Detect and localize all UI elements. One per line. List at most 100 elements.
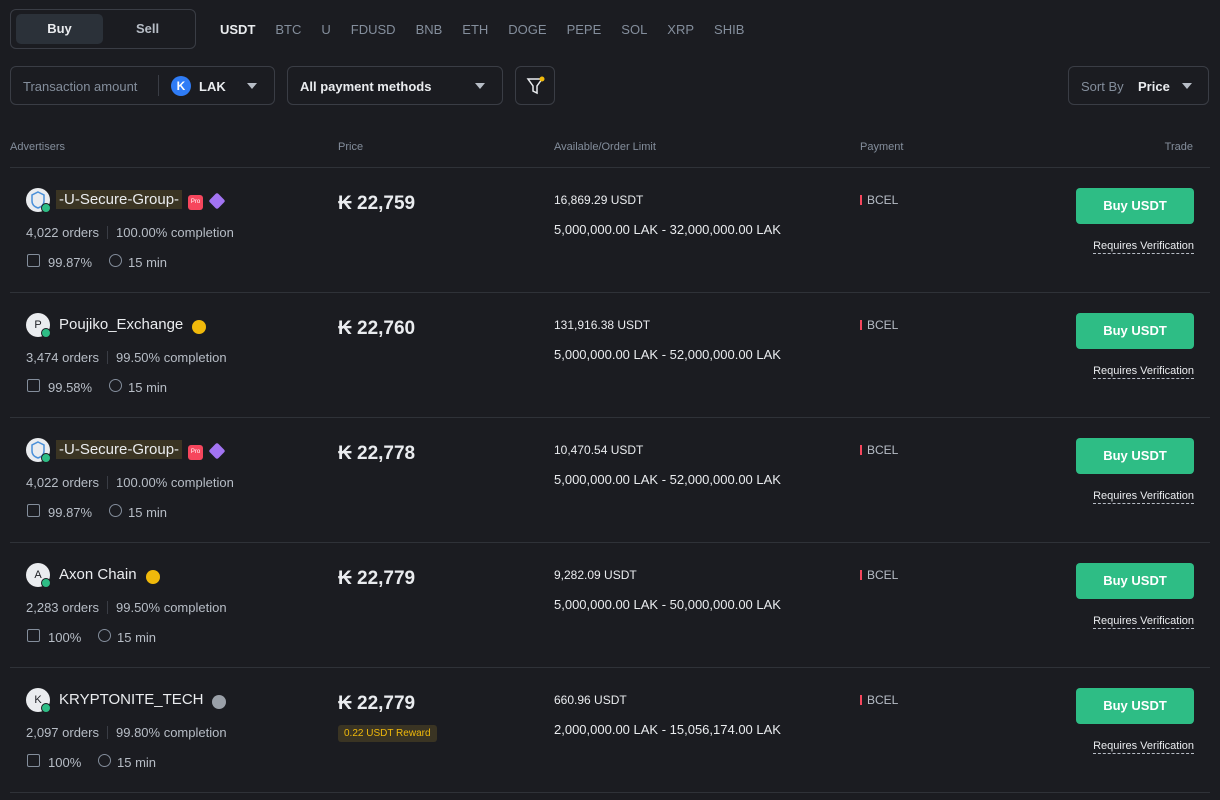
thumb-icon <box>27 629 40 642</box>
payment-method: BCEL <box>867 193 899 207</box>
filter-icon <box>526 76 545 95</box>
completion: 100.00% completion <box>116 225 234 240</box>
verified-badge <box>208 192 226 210</box>
verified-badge <box>208 442 226 460</box>
order-limit: 5,000,000.00 LAK - 32,000,000.00 LAK <box>554 222 781 237</box>
advertiser-name[interactable]: KRYPTONITE_TECH <box>59 691 204 708</box>
side-toggle <box>10 9 196 49</box>
completion: 100.00% completion <box>116 475 234 490</box>
tab-active-bg <box>16 14 103 44</box>
header-divider <box>10 167 1210 168</box>
coin-tab[interactable]: DOGE <box>508 22 547 37</box>
sort-dropdown[interactable] <box>1068 66 1209 105</box>
clock-icon <box>109 504 122 517</box>
caret <box>247 83 257 89</box>
completion: 99.50% completion <box>116 600 227 615</box>
rating: 99.87% <box>48 505 93 520</box>
online-dot <box>41 703 51 713</box>
merchant-badge <box>212 695 226 709</box>
time-limit: 15 min <box>128 380 168 395</box>
price: ₭ 22,779 <box>338 568 416 589</box>
coin-tab[interactable]: XRP <box>667 22 695 37</box>
orders: 4,022 orders <box>26 225 99 240</box>
payment-bar <box>860 695 862 705</box>
verification-note[interactable]: Requires Verification <box>1093 740 1194 754</box>
verification-note[interactable]: Requires Verification <box>1093 240 1194 254</box>
buy-button[interactable]: Buy USDT <box>1076 563 1194 599</box>
advertiser-name[interactable]: Axon Chain <box>59 566 137 583</box>
buy-button[interactable]: Buy USDT <box>1076 188 1194 224</box>
buy-button[interactable]: Buy USDT <box>1076 438 1194 474</box>
coin-tab[interactable]: FDUSD <box>350 22 396 37</box>
online-dot <box>41 578 51 588</box>
advertiser-name[interactable]: -U-Secure-Group- <box>56 190 183 209</box>
advertiser-name[interactable]: -U-Secure-Group- <box>56 440 183 459</box>
clock-icon <box>109 254 122 267</box>
column-header: Trade <box>1164 141 1193 153</box>
coin-tab[interactable]: SOL <box>621 22 648 37</box>
payment-bar <box>860 445 862 455</box>
stat-divider <box>107 351 108 364</box>
payment-bar <box>860 320 862 330</box>
available: 131,916.38 USDT <box>554 318 651 332</box>
time-limit: 15 min <box>128 505 168 520</box>
row-divider <box>10 792 1210 793</box>
verification-note[interactable]: Requires Verification <box>1093 615 1194 629</box>
available: 10,470.54 USDT <box>554 443 644 457</box>
pro-badge: Pro <box>188 195 203 210</box>
caret <box>475 83 485 89</box>
stat-divider <box>107 726 108 739</box>
coin-tabs: USDT BTC U FDUSD BNB ETH DOGE PEPE SOL XRP SHIB <box>220 22 744 37</box>
thumb-icon <box>27 254 40 267</box>
price: ₭ 22,778 <box>338 443 416 464</box>
pro-badge: Pro <box>188 445 203 460</box>
column-header: Advertisers <box>10 141 66 153</box>
coin-tab[interactable]: BTC <box>275 22 302 37</box>
coin-tab[interactable]: U <box>321 22 331 37</box>
payment-method: BCEL <box>867 443 899 457</box>
order-limit: 2,000,000.00 LAK - 15,056,174.00 LAK <box>554 722 781 737</box>
orders: 3,474 orders <box>26 350 99 365</box>
column-header: Payment <box>860 141 904 153</box>
rating: 99.87% <box>48 255 93 270</box>
divider <box>158 75 159 96</box>
thumb-icon <box>27 754 40 767</box>
filter-button[interactable] <box>515 66 555 105</box>
coin-tab[interactable]: PEPE <box>566 22 602 37</box>
payment-method: BCEL <box>867 568 899 582</box>
price: ₭ 22,759 <box>338 193 416 214</box>
coin-tab[interactable]: USDT <box>220 22 256 37</box>
rating: 100% <box>48 755 82 770</box>
verification-note[interactable]: Requires Verification <box>1093 365 1194 379</box>
stat-divider <box>107 601 108 614</box>
available: 9,282.09 USDT <box>554 568 637 582</box>
orders: 4,022 orders <box>26 475 99 490</box>
buy-button[interactable]: Buy USDT <box>1076 313 1194 349</box>
order-limit: 5,000,000.00 LAK - 50,000,000.00 LAK <box>554 597 781 612</box>
side-tab[interactable]: Buy <box>47 21 72 36</box>
thumb-icon <box>27 504 40 517</box>
row-divider <box>10 542 1210 543</box>
coin-tab[interactable]: ETH <box>462 22 489 37</box>
order-limit: 5,000,000.00 LAK - 52,000,000.00 LAK <box>554 347 781 362</box>
payment-method: BCEL <box>867 318 899 332</box>
reward-tag: 0.22 USDT Reward <box>338 725 437 742</box>
payment-filter[interactable] <box>287 66 503 105</box>
amount-filter[interactable] <box>10 66 275 105</box>
advertiser-name[interactable]: Poujiko_Exchange <box>59 316 184 333</box>
buy-button[interactable]: Buy USDT <box>1076 688 1194 724</box>
clock-icon <box>109 379 122 392</box>
price: ₭ 22,779 <box>338 693 416 714</box>
sort-value: Price <box>1138 79 1170 94</box>
order-limit: 5,000,000.00 LAK - 52,000,000.00 LAK <box>554 472 781 487</box>
available: 16,869.29 USDT <box>554 193 644 207</box>
row-divider <box>10 417 1210 418</box>
time-limit: 15 min <box>117 755 157 770</box>
verification-note[interactable]: Requires Verification <box>1093 490 1194 504</box>
coin-tab[interactable]: SHIB <box>714 22 745 37</box>
online-dot <box>41 453 51 463</box>
coin-tab[interactable]: BNB <box>415 22 443 37</box>
side-tab[interactable]: Sell <box>135 21 160 36</box>
caret <box>1182 83 1192 89</box>
payment-method: All payment methods <box>300 79 432 94</box>
